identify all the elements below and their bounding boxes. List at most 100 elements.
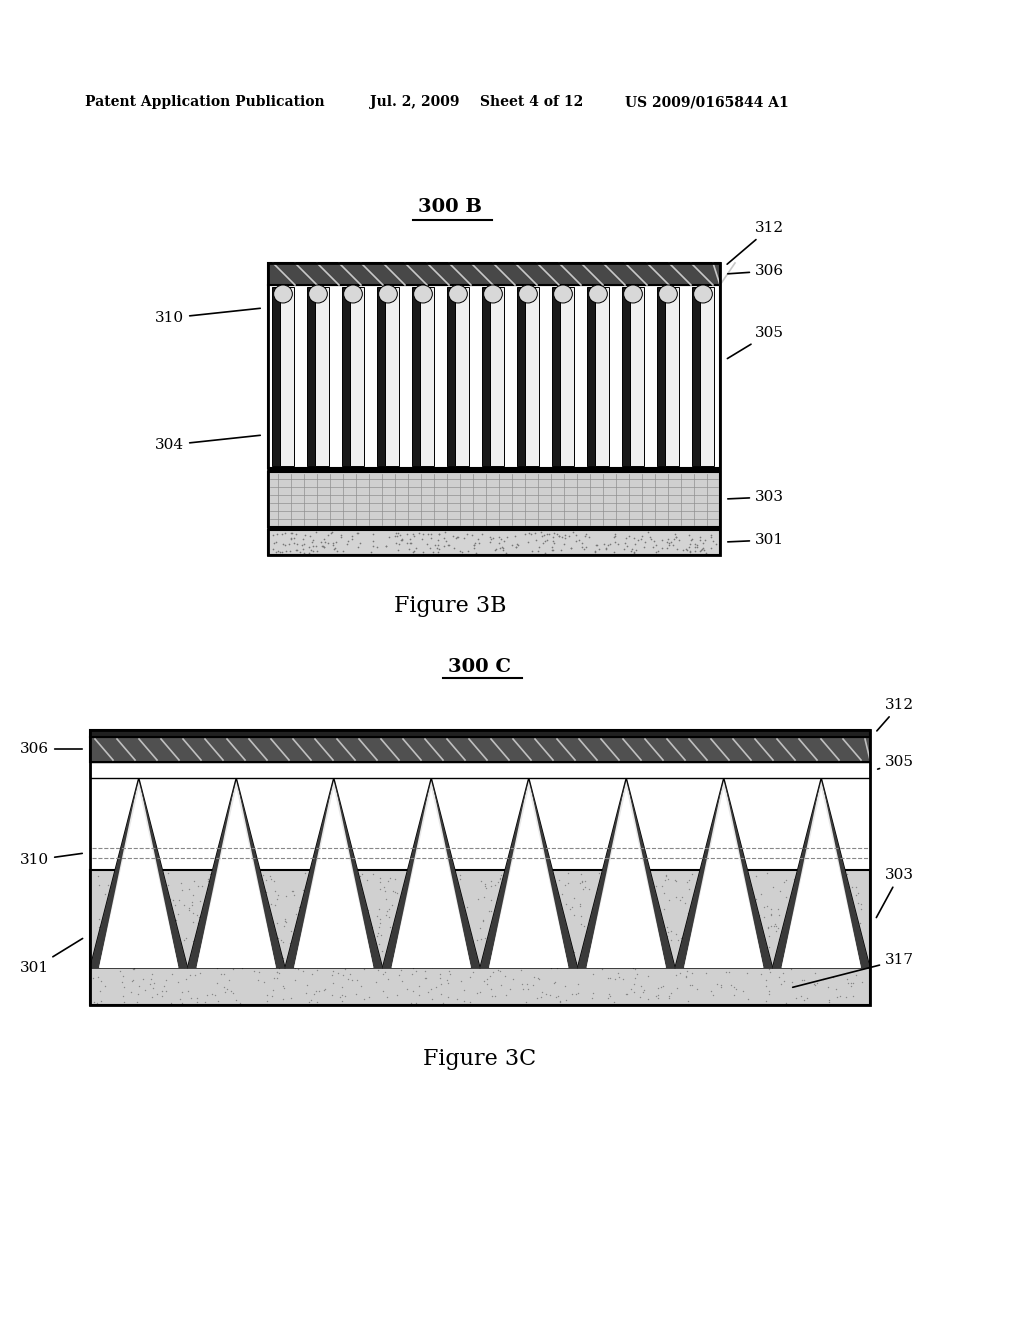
Text: 304: 304 (155, 436, 260, 451)
Polygon shape (197, 788, 276, 968)
Bar (281, 286, 294, 466)
Polygon shape (724, 777, 772, 968)
Text: 312: 312 (727, 220, 784, 264)
Text: US 2009/0165844 A1: US 2009/0165844 A1 (625, 95, 788, 110)
Polygon shape (391, 788, 471, 968)
Ellipse shape (344, 285, 362, 304)
Polygon shape (90, 777, 187, 968)
Polygon shape (187, 777, 285, 968)
Bar (268, 527, 720, 531)
Polygon shape (528, 777, 578, 968)
Polygon shape (285, 777, 383, 968)
Bar (587, 286, 595, 466)
Bar (90, 762, 870, 777)
Bar (272, 286, 281, 466)
Polygon shape (821, 777, 870, 968)
Polygon shape (781, 788, 861, 968)
Ellipse shape (624, 285, 642, 304)
Text: 303: 303 (877, 869, 914, 917)
Text: 300 B: 300 B (418, 198, 482, 216)
Polygon shape (383, 777, 480, 968)
Text: 317: 317 (793, 953, 914, 987)
Polygon shape (90, 777, 138, 968)
Bar (490, 286, 504, 466)
Polygon shape (578, 777, 627, 968)
Bar (268, 263, 720, 285)
Text: Figure 3C: Figure 3C (424, 1048, 537, 1071)
Bar (631, 286, 644, 466)
Ellipse shape (449, 285, 467, 304)
Ellipse shape (554, 285, 572, 304)
Ellipse shape (658, 285, 677, 304)
Polygon shape (431, 777, 480, 968)
Text: 310: 310 (155, 309, 260, 325)
Text: 305: 305 (727, 326, 784, 359)
Text: 305: 305 (878, 755, 914, 770)
Ellipse shape (693, 285, 713, 304)
Polygon shape (480, 777, 528, 968)
Bar (525, 286, 539, 466)
Bar (268, 469, 720, 473)
Bar (315, 286, 329, 466)
Bar (666, 286, 679, 466)
Bar (268, 263, 720, 554)
Ellipse shape (589, 285, 607, 304)
Ellipse shape (379, 285, 397, 304)
Text: 306: 306 (728, 264, 784, 279)
Text: Patent Application Publication: Patent Application Publication (85, 95, 325, 110)
Polygon shape (138, 777, 187, 968)
Text: Sheet 4 of 12: Sheet 4 of 12 (480, 95, 584, 110)
Polygon shape (99, 788, 178, 968)
Text: 301: 301 (20, 939, 83, 975)
Polygon shape (627, 777, 675, 968)
Polygon shape (187, 777, 237, 968)
Polygon shape (675, 777, 772, 968)
Bar (595, 286, 609, 466)
Bar (482, 286, 490, 466)
Ellipse shape (273, 285, 292, 304)
Ellipse shape (414, 285, 432, 304)
Polygon shape (587, 788, 666, 968)
Bar (700, 286, 714, 466)
Ellipse shape (308, 285, 328, 304)
Ellipse shape (518, 285, 538, 304)
Bar (552, 286, 560, 466)
Bar (385, 286, 399, 466)
Bar (90, 870, 870, 1005)
Polygon shape (675, 777, 724, 968)
Bar (268, 285, 720, 469)
Text: 312: 312 (877, 698, 914, 731)
Polygon shape (489, 788, 568, 968)
Bar (657, 286, 666, 466)
Polygon shape (237, 777, 285, 968)
Bar (622, 286, 631, 466)
Text: 300 C: 300 C (449, 657, 512, 676)
Bar (350, 286, 364, 466)
Polygon shape (383, 777, 431, 968)
Polygon shape (285, 777, 334, 968)
Text: Jul. 2, 2009: Jul. 2, 2009 (370, 95, 460, 110)
Polygon shape (480, 777, 578, 968)
Bar (90, 737, 870, 762)
Bar (421, 286, 434, 466)
Bar (377, 286, 385, 466)
Text: 306: 306 (20, 742, 82, 756)
Bar (342, 286, 350, 466)
Bar (307, 286, 315, 466)
Polygon shape (772, 777, 821, 968)
Bar (560, 286, 574, 466)
Bar (412, 286, 421, 466)
Text: 310: 310 (20, 853, 82, 867)
Bar (268, 473, 720, 527)
Text: Figure 3B: Figure 3B (394, 595, 506, 616)
Bar (90, 730, 870, 1005)
Bar (456, 286, 469, 466)
Text: 303: 303 (728, 490, 784, 504)
Polygon shape (772, 777, 870, 968)
Polygon shape (294, 788, 374, 968)
Bar (447, 286, 456, 466)
Bar (692, 286, 700, 466)
Polygon shape (334, 777, 383, 968)
Bar (90, 730, 870, 737)
Ellipse shape (483, 285, 503, 304)
